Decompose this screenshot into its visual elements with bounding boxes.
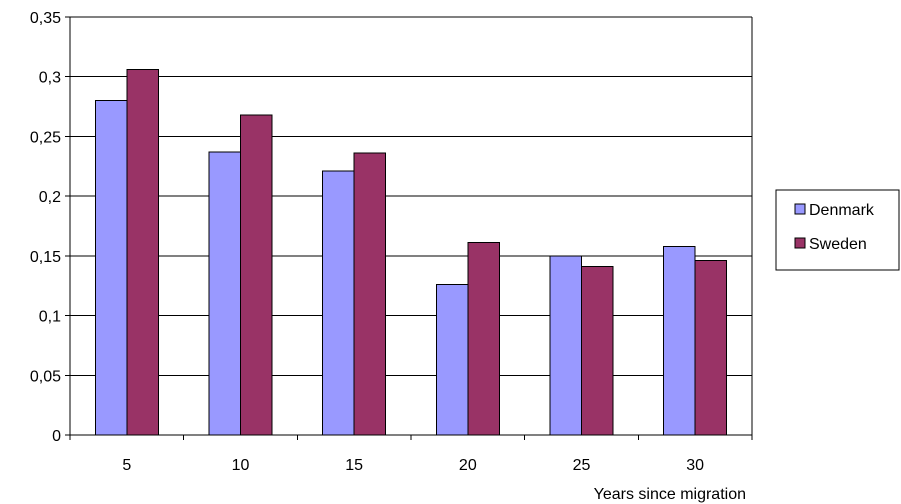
legend: Denmark Sweden bbox=[775, 189, 900, 271]
axes bbox=[69, 17, 753, 436]
legend-label-sweden: Sweden bbox=[809, 236, 867, 253]
legend-swatch-denmark bbox=[794, 203, 806, 215]
y-tick-label: 0,15 bbox=[30, 249, 61, 266]
x-axis-title: Years since migration bbox=[594, 486, 746, 503]
y-tick-label: 0,3 bbox=[39, 70, 61, 87]
x-axis-ticks: 5 10 15 20 25 30 bbox=[69, 435, 753, 474]
y-tick-label: 0 bbox=[52, 428, 61, 445]
bar-denmark-20 bbox=[435, 284, 469, 436]
y-tick-label: 0,25 bbox=[30, 129, 61, 146]
bar-sweden-15 bbox=[353, 152, 387, 436]
y-tick-label: 0,05 bbox=[30, 368, 61, 385]
bar-denmark-15 bbox=[322, 170, 355, 436]
legend-label-denmark: Denmark bbox=[809, 202, 875, 219]
bar-denmark-10 bbox=[208, 151, 241, 436]
x-tick-label: 15 bbox=[345, 457, 363, 474]
y-tick-label: 0,2 bbox=[39, 189, 61, 206]
bar-sweden-10 bbox=[240, 114, 273, 436]
bars bbox=[94, 69, 728, 436]
x-tick-label: 10 bbox=[232, 457, 250, 474]
x-tick-label: 5 bbox=[122, 457, 131, 474]
x-tick-label: 20 bbox=[459, 457, 477, 474]
bar-denmark-25 bbox=[549, 255, 582, 436]
bar-sweden-25 bbox=[581, 266, 614, 436]
y-tick-label: 0,35 bbox=[30, 10, 61, 27]
y-tick-label: 0,1 bbox=[39, 309, 61, 326]
bar-sweden-20 bbox=[467, 242, 500, 436]
legend-swatch-sweden bbox=[794, 237, 806, 249]
x-tick-label: 30 bbox=[686, 457, 704, 474]
gridlines bbox=[70, 16, 752, 376]
x-tick-label: 25 bbox=[573, 457, 591, 474]
bar-denmark-30 bbox=[663, 245, 696, 436]
bar-denmark-5 bbox=[94, 100, 128, 436]
y-axis-ticks: 0 0,05 0,1 0,15 0,2 0,25 0,3 0,35 bbox=[30, 10, 70, 445]
bar-sweden-5 bbox=[126, 69, 159, 436]
legend-box bbox=[775, 189, 900, 271]
bar-sweden-30 bbox=[694, 260, 728, 436]
